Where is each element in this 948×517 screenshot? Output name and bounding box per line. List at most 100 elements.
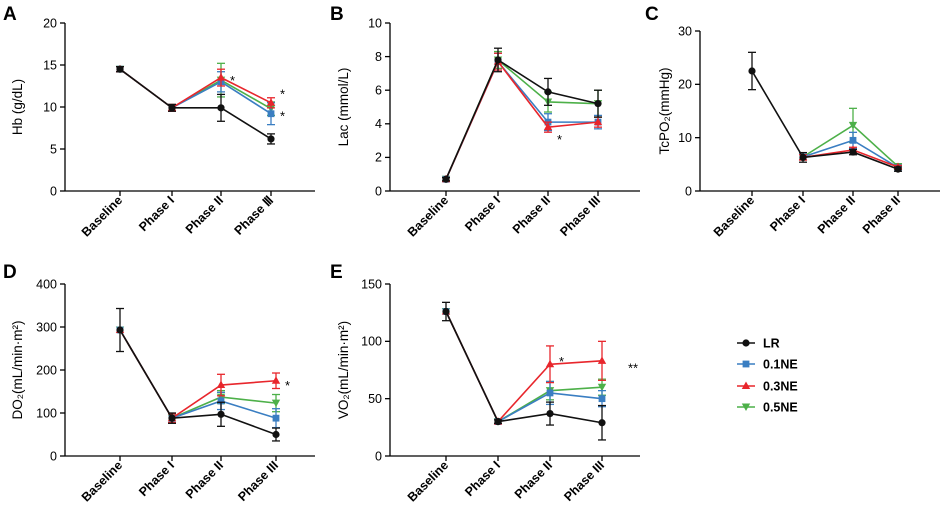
series-line-d-0-3ne [119,329,277,420]
data-point-b-lr [594,100,602,108]
series-a-0-3ne [115,64,276,112]
legend-marker-circle [742,339,750,347]
significance-mark-a: * [280,87,285,102]
y-tick-label-d: 100 [36,406,57,420]
data-point-e-lr [494,418,502,426]
series-b-0-1ne [442,52,602,183]
legend-label-lr: LR [763,337,780,351]
x-tick-label-e-baseline: Baseline [405,458,451,504]
data-point-b-lr [442,175,450,183]
legend-label-0-1ne: 0.1NE [763,358,798,372]
data-point-c-lr [748,67,756,75]
data-point-d-lr [272,430,280,439]
data-point-d-lr [168,414,176,422]
series-d-lr [116,307,280,442]
significance-mark-a: * [230,73,235,88]
series-d-0-1ne [116,326,280,429]
data-point-a-lr [168,104,176,112]
data-point-a-0-1ne [267,110,275,118]
y-tick-label-d: 200 [36,363,57,377]
series-line-e-0-1ne [445,311,603,423]
data-point-e-lr [598,419,606,427]
panel-letter-e: E [330,262,343,283]
data-point-d-lr [116,326,124,334]
legend-label-0-5ne: 0.5NE [763,401,798,415]
data-point-a-0-3ne [216,73,226,81]
series-line-d-0-1ne [119,329,277,420]
data-point-e-lr [442,307,450,316]
series-line-a-lr [119,68,272,140]
y-tick-label-e: 50 [368,392,382,406]
series-line-d-lr [119,329,277,436]
legend-marker-triangle-down [741,403,751,411]
data-point-a-0-3ne [266,98,276,106]
legend-item-0-5ne: 0.5NE [737,401,798,415]
panel-letter-c: C [645,4,659,25]
panel-b: B 0 2 4 6 8 10 Baseline Phase I Phase II Phase II… [330,4,640,239]
x-tick-label-c-phase-ii: Phase II [815,193,858,236]
data-point-b-0-3ne [593,117,603,126]
significance-mark-d: * [285,378,290,393]
y-tick-label-b: 6 [375,84,382,98]
x-tick-label-d-baseline: Baseline [79,458,125,504]
y-tick-label-c: 20 [678,78,692,92]
y-tick-label-d: 300 [36,320,57,334]
panel-letter-a: A [3,4,17,25]
x-tick-label-d-phase-ii: Phase II [183,458,226,501]
legend-marker-triangle-up [741,381,751,389]
data-point-d-0-3ne [271,376,281,384]
legend: LR 0.1NE 0.3NE 0.5NE [737,337,798,415]
series-e-0-1ne [442,308,606,425]
x-tick-label-d-phase-i: Phase I [136,458,177,499]
y-tick-label-b: 10 [368,16,382,30]
significance-mark-e: * [559,354,564,369]
series-a-0-1ne [116,65,275,126]
y-tick-label-b: 4 [375,117,382,131]
y-tick-label-c: 30 [678,24,692,38]
y-tick-label-d: 0 [50,449,57,463]
x-tick-label-e-phase-ii: Phase II [512,458,555,501]
data-point-e-0-3ne [545,359,555,368]
series-b-0-3ne [441,52,603,183]
y-axis-title-c: TcPO₂(mmHg) [657,68,672,155]
x-tick-label-a-phase: Phase Ⅲ [232,193,276,237]
panel-e: E 0 50 100 150 Baseline Phase I Phase II Phase … [330,262,640,504]
data-point-a-lr [267,135,275,143]
y-tick-label-a: 0 [50,184,57,198]
x-tick-label-e-phase-iii: Phase III [561,458,607,504]
series-line-e-0-5ne [445,311,603,423]
data-point-a-lr [116,65,124,73]
data-point-b-0-3ne [543,122,553,131]
series-c-lr [748,51,902,173]
data-point-d-0-3ne [216,380,226,389]
data-point-b-lr [544,88,552,96]
series-line-b-lr [445,58,599,180]
significance-mark-a: * [280,108,285,123]
series-line-e-0-3ne [445,311,603,424]
y-tick-label-b: 2 [375,151,382,165]
data-point-e-0-5ne [597,383,607,392]
significance-mark-b: * [557,132,562,147]
x-tick-label-e-phase-i: Phase I [462,458,503,499]
x-tick-label-a-phase-i: Phase I [136,193,177,234]
data-point-c-lr [799,153,807,161]
y-tick-label-d: 400 [36,277,57,291]
legend-item-0-1ne: 0.1NE [737,358,798,372]
x-tick-label-b-phase-ii: Phase II [510,193,553,236]
data-point-c-0-1ne [849,136,857,144]
y-axis-title-d: DO₂(mL/min·m²) [10,321,25,420]
series-a-lr [116,65,275,145]
series-line-e-lr [445,311,603,424]
legend-item-0-3ne: 0.3NE [737,380,798,394]
y-tick-label-b: 8 [375,50,382,64]
y-tick-label-c: 10 [678,131,692,145]
data-point-c-lr [894,165,902,173]
x-tick-label-a-phase-ii: Phase II [183,193,226,236]
x-tick-label-b-baseline: Baseline [405,193,451,239]
y-tick-label-e: 150 [361,277,382,291]
y-tick-label-b: 0 [375,184,382,198]
y-tick-label-e: 0 [375,449,382,463]
y-tick-label-c: 0 [685,184,692,198]
